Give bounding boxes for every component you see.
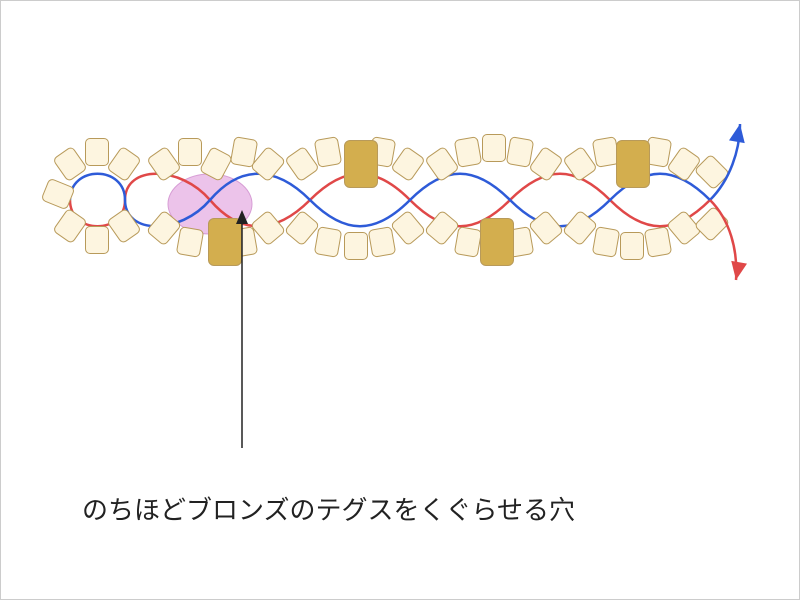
blue-arrowhead	[729, 123, 748, 144]
red-arrowhead	[728, 261, 747, 282]
diagram-canvas	[50, 110, 750, 490]
caption-text: のちほどブロンズのテグスをくぐらせる穴	[82, 490, 575, 527]
annotation-pointer-head	[236, 210, 248, 224]
annotation-layer	[50, 110, 750, 490]
thread-red-tail	[710, 200, 736, 280]
